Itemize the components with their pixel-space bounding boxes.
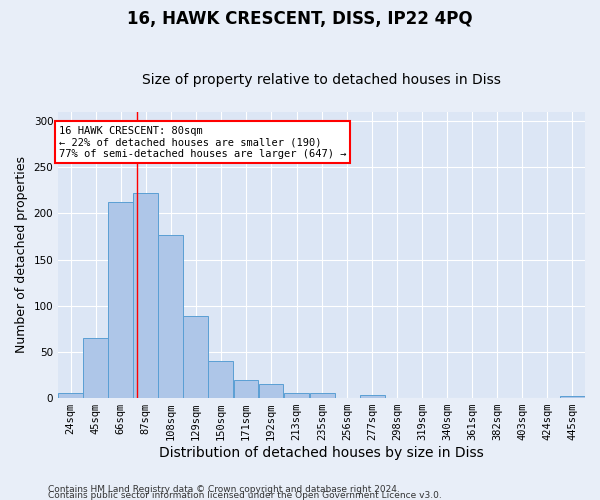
Bar <box>233 380 258 398</box>
Bar <box>83 338 108 398</box>
Bar <box>259 384 283 398</box>
Bar <box>133 193 158 398</box>
Bar <box>184 316 208 398</box>
Bar <box>284 392 309 398</box>
Bar <box>158 234 183 398</box>
Text: 16, HAWK CRESCENT, DISS, IP22 4PQ: 16, HAWK CRESCENT, DISS, IP22 4PQ <box>127 10 473 28</box>
Bar <box>208 361 233 398</box>
Text: Contains HM Land Registry data © Crown copyright and database right 2024.: Contains HM Land Registry data © Crown c… <box>48 484 400 494</box>
Bar <box>360 396 385 398</box>
X-axis label: Distribution of detached houses by size in Diss: Distribution of detached houses by size … <box>159 446 484 460</box>
Bar <box>560 396 585 398</box>
Text: Contains public sector information licensed under the Open Government Licence v3: Contains public sector information licen… <box>48 491 442 500</box>
Title: Size of property relative to detached houses in Diss: Size of property relative to detached ho… <box>142 73 501 87</box>
Bar <box>109 202 133 398</box>
Y-axis label: Number of detached properties: Number of detached properties <box>15 156 28 354</box>
Bar <box>310 394 335 398</box>
Bar <box>58 394 83 398</box>
Text: 16 HAWK CRESCENT: 80sqm
← 22% of detached houses are smaller (190)
77% of semi-d: 16 HAWK CRESCENT: 80sqm ← 22% of detache… <box>59 126 346 159</box>
